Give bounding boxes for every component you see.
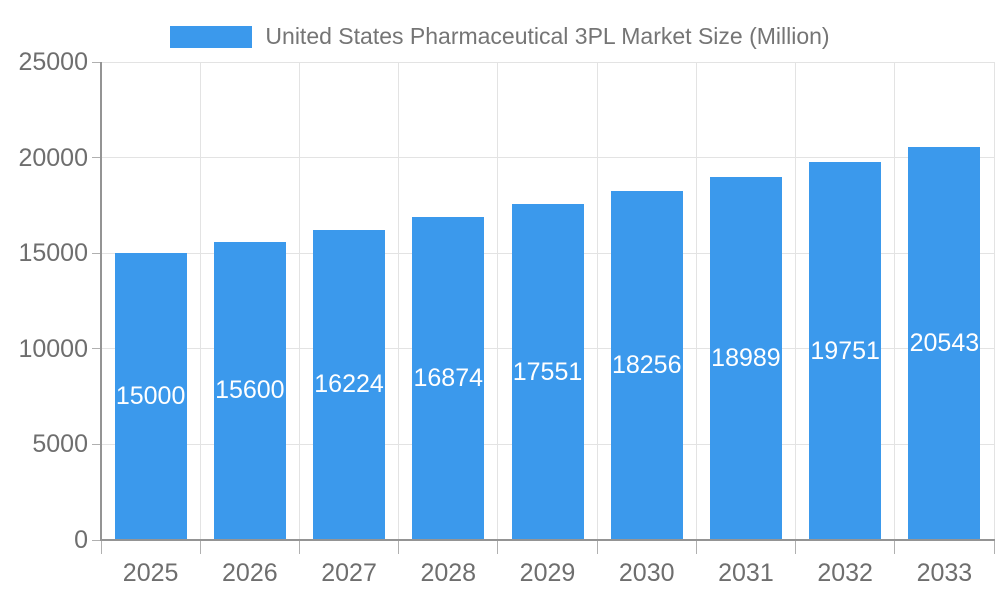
y-tick: [92, 348, 100, 350]
bar-value-label: 18989: [711, 343, 781, 372]
bar-value-label: 16224: [314, 370, 384, 399]
x-axis-tick-label: 2028: [420, 559, 477, 587]
x-axis-tick-label: 2027: [321, 559, 377, 587]
x-tick: [398, 541, 400, 554]
bar-value-label: 17551: [512, 357, 583, 386]
x-axis-tick-label: 2025: [122, 559, 179, 587]
y-tick: [92, 443, 100, 445]
v-gridline: [795, 62, 797, 540]
y-axis-tick-label: 25000: [18, 48, 88, 76]
v-gridline: [894, 62, 896, 540]
x-axis-tick-label: 2033: [916, 559, 973, 587]
legend-title[interactable]: United States Pharmaceutical 3PL Market …: [265, 23, 830, 49]
bar-value-label: 18256: [611, 350, 682, 379]
bar-value-label: 16874: [413, 364, 484, 393]
x-axis-tick-label: 2032: [817, 559, 873, 587]
bar-2033[interactable]: 20543: [908, 147, 981, 540]
legend: United States Pharmaceutical 3PL Market …: [0, 23, 1000, 50]
x-axis-tick-label: 2026: [222, 559, 278, 587]
y-tick: [92, 539, 100, 541]
y-axis-tick-label: 10000: [18, 334, 88, 363]
y-tick: [92, 252, 100, 254]
plot-area: 15000 15600 16224 16874 17551 18256 18989 19751…: [92, 61, 995, 554]
y-axis-line: [100, 62, 102, 540]
bar-2032[interactable]: 19751: [809, 162, 882, 540]
y-axis-tick-label: 15000: [18, 239, 88, 268]
x-axis-tick-label: 2029: [519, 559, 576, 587]
bar-2028[interactable]: 16874: [412, 217, 485, 540]
bar-2029[interactable]: 17551: [511, 204, 584, 540]
bar-2027[interactable]: 16224: [313, 229, 386, 540]
v-gridline: [497, 62, 499, 540]
bar-2026[interactable]: 15600: [213, 241, 286, 540]
v-gridline: [398, 62, 400, 540]
y-tick: [92, 157, 100, 159]
x-tick: [100, 541, 102, 554]
x-tick: [596, 541, 598, 554]
legend-swatch[interactable]: [170, 25, 253, 48]
bar-2031[interactable]: 18989: [709, 176, 782, 540]
x-axis-tick-label: 2031: [718, 559, 774, 587]
x-tick: [298, 541, 300, 554]
bar-value-label: 20543: [909, 329, 980, 358]
bar-value-label: 19751: [810, 336, 880, 365]
x-tick: [993, 541, 995, 554]
v-gridline: [596, 62, 598, 540]
x-tick: [695, 541, 697, 554]
bar-2025[interactable]: 15000: [114, 253, 187, 540]
x-tick: [199, 541, 201, 554]
x-axis-line: [100, 539, 995, 541]
v-gridline: [298, 62, 300, 540]
h-gridline: [101, 157, 994, 159]
x-axis-tick-label: 2030: [618, 559, 675, 587]
bar-value-label: 15000: [115, 382, 186, 411]
y-axis-tick-label: 0: [74, 526, 88, 554]
bar-value-label: 15600: [215, 376, 285, 405]
x-tick: [894, 541, 896, 554]
y-axis-tick-label: 5000: [32, 430, 88, 459]
v-gridline: [993, 62, 995, 540]
h-gridline: [101, 61, 994, 63]
v-gridline: [199, 62, 201, 540]
v-gridline: [695, 62, 697, 540]
x-tick: [497, 541, 499, 554]
y-tick: [92, 61, 100, 63]
bar-2030[interactable]: 18256: [610, 190, 683, 540]
x-tick: [795, 541, 797, 554]
y-axis-tick-label: 20000: [18, 143, 88, 172]
